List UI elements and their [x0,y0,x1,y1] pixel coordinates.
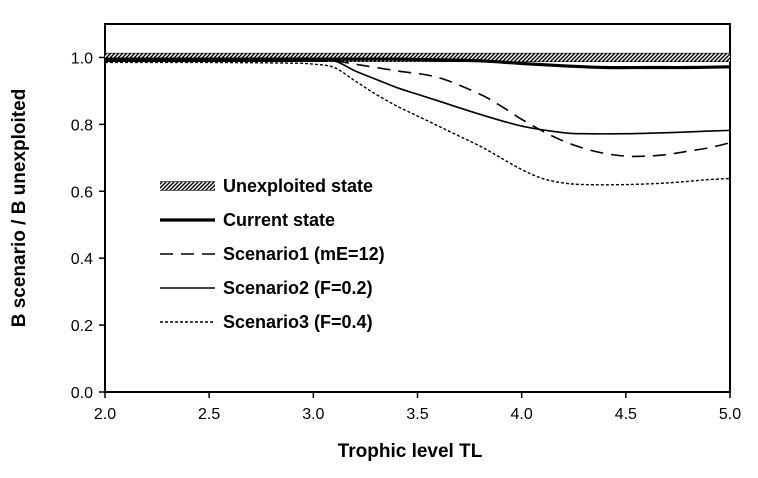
x-tick-label: 4.0 [511,406,533,423]
series-line-scenario2-f-0-2 [105,59,731,135]
plot-area [104,23,731,393]
y-tick-label: 0.8 [71,117,93,134]
legend-label-unexploited-state: Unexploited state [223,176,373,196]
x-tick-label: 3.0 [302,406,324,423]
x-tick-label: 3.5 [406,406,428,423]
y-tick-label: 0.6 [71,184,93,201]
x-tick-label: 2.0 [94,406,116,423]
y-tick-label: 0.2 [71,318,93,335]
series-line-scenario3-f-0-4 [104,61,731,186]
legend-label-scenario3-f-0-4: Scenario3 (F=0.4) [223,312,373,332]
y-axis-ticks: 0.0 0.2 0.4 0.6 0.8 1.0 [71,50,105,402]
x-tick-label: 2.5 [198,406,220,423]
x-tick-label: 4.5 [615,406,637,423]
x-axis-ticks: 2.0 2.5 3.0 3.5 4.0 4.5 5.0 [94,392,741,423]
series-layer [104,52,731,186]
series-line-current-state [104,57,731,70]
y-tick-label: 0.0 [71,385,93,402]
series-line-scenario1-me-12 [105,59,731,158]
y-axis-title: B scenario / B unexploited [9,89,30,328]
legend-label-scenario1-me-12: Scenario1 (mE=12) [223,244,385,264]
legend-label-current-state: Current state [223,210,335,230]
x-tick-label: 5.0 [719,406,741,423]
y-tick-label: 0.4 [71,251,93,268]
legend-label-scenario2-f-0-2: Scenario2 (F=0.2) [223,278,373,298]
legend: Unexploited state Current state Scenario1 … [160,176,385,332]
y-tick-label: 1.0 [71,50,93,67]
x-axis-title: Trophic level TL [338,441,483,462]
